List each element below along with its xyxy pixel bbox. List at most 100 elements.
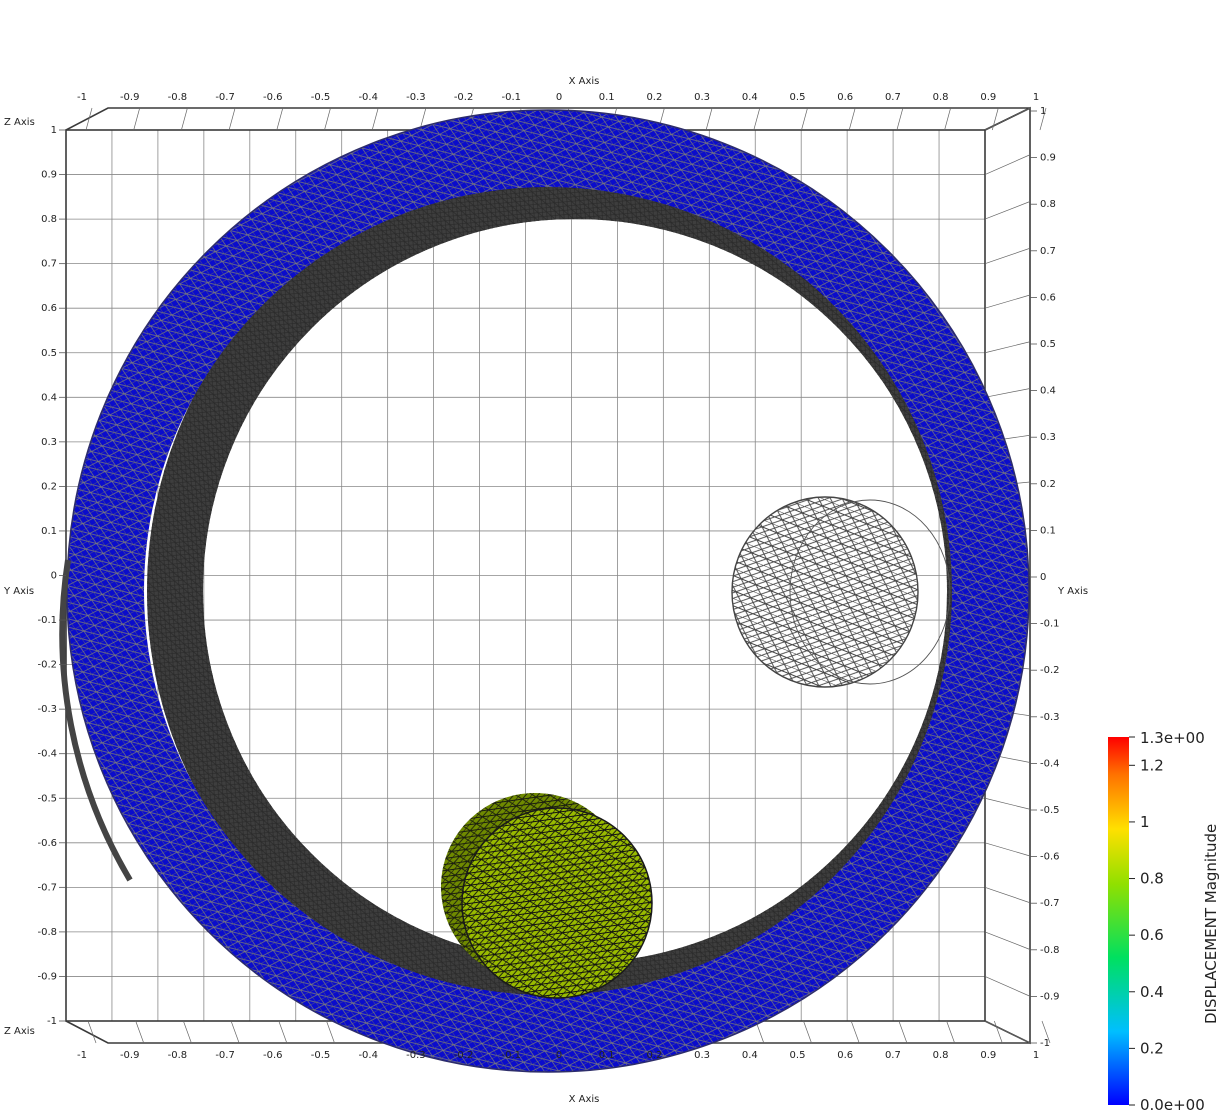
y-tick-label: 0.6	[1040, 292, 1056, 303]
z-tick-label: 0.2	[41, 481, 57, 492]
x-tick-label-top: 1	[1033, 92, 1039, 103]
z-tick-label: -0.5	[37, 793, 57, 804]
x-tick-label-top: 0.6	[837, 92, 853, 103]
z-axis-left-ticks: 1 0.9 0.8 0.7 0.6 0.5 0.4 0.3 0.2 0.1 0 -0.1 -0.2 -0.…	[37, 125, 66, 1027]
z-tick-label: -0.4	[37, 749, 57, 760]
x-axis-title-bottom: X Axis	[569, 1094, 600, 1105]
x-tick-label-top: -0.5	[311, 92, 331, 103]
y-tick-label: -0.8	[1040, 945, 1060, 956]
z-tick-label: 0.1	[41, 526, 57, 537]
y-axis-right-ticks: 1 0.9 0.8 0.7 0.6 0.5 0.4 0.3 0.2 0.1 0 -0.1 -0.2 -0.…	[1030, 106, 1060, 1049]
x-tick-label-bottom: -1	[77, 1050, 87, 1061]
x-tick-label-top: -0.1	[502, 92, 522, 103]
color-bar-max-label: 1.3e+00	[1140, 729, 1205, 747]
x-tick-label-bottom: 0	[556, 1050, 562, 1061]
color-bar-ticks: 1.2 1 0.8 0.6 0.4 0.2	[1129, 736, 1164, 1106]
x-tick-label-bottom: -0.1	[502, 1050, 522, 1061]
x-tick-label-top: 0.1	[599, 92, 615, 103]
color-bar-min-label: 0.0e+00	[1140, 1096, 1205, 1114]
color-legend: 1.2 1 0.8 0.6 0.4 0.2 1.3e+00 0.0e+00 DISPLAC…	[1108, 729, 1220, 1114]
x-tick-label-top: -1	[77, 92, 87, 103]
x-tick-label-bottom: -0.5	[311, 1050, 331, 1061]
y-tick-label: 0.9	[1040, 153, 1056, 164]
color-bar-tick-label: 0.8	[1140, 870, 1164, 888]
x-tick-label-bottom: -0.2	[454, 1050, 474, 1061]
z-tick-label: -1	[47, 1016, 57, 1027]
x-tick-label-top: -0.4	[358, 92, 378, 103]
y-tick-label: 0	[1040, 572, 1046, 583]
y-tick-label: -0.7	[1040, 898, 1060, 909]
x-tick-label-top: -0.8	[168, 92, 188, 103]
y-tick-label: -0.3	[1040, 712, 1060, 723]
color-bar-tick-label: 1	[1140, 813, 1150, 831]
z-tick-label: 0.4	[41, 392, 57, 403]
z-tick-label: 1	[51, 125, 57, 136]
y-tick-label: -0.9	[1040, 991, 1060, 1002]
x-tick-label-top: 0.2	[646, 92, 662, 103]
x-axis-title-top: X Axis	[569, 76, 600, 87]
x-tick-label-top: 0.5	[790, 92, 806, 103]
color-bar-tick-label: 0.4	[1140, 983, 1164, 1001]
z-tick-label: 0	[51, 571, 57, 582]
color-bar-tick-label: 0.2	[1140, 1039, 1164, 1057]
z-tick-label: -0.8	[37, 927, 57, 938]
x-tick-label-top: -0.7	[215, 92, 235, 103]
y-tick-label: 0.4	[1040, 386, 1056, 397]
z-tick-label: -0.3	[37, 704, 57, 715]
x-tick-label-bottom: 0.1	[599, 1050, 615, 1061]
y-tick-label: -0.4	[1040, 758, 1060, 769]
z-tick-label: -0.7	[37, 882, 57, 893]
x-tick-label-bottom: -0.4	[358, 1050, 378, 1061]
x-tick-label-bottom: 0.4	[742, 1050, 758, 1061]
x-tick-label-top: -0.9	[120, 92, 140, 103]
z-tick-label: 0.3	[41, 437, 57, 448]
solid-sphere	[441, 793, 653, 999]
color-bar-title: DISPLACEMENT Magnitude	[1202, 824, 1220, 1024]
x-tick-label-top: 0.3	[694, 92, 710, 103]
x-tick-label-bottom: 0.3	[694, 1050, 710, 1061]
x-tick-label-top: 0.7	[885, 92, 901, 103]
y-tick-label: 0.2	[1040, 479, 1056, 490]
x-tick-label-bottom: -0.7	[215, 1050, 235, 1061]
x-tick-label-bottom: 0.8	[933, 1050, 949, 1061]
y-tick-label: -1	[1040, 1038, 1050, 1049]
y-axis-title-right: Y Axis	[1057, 586, 1088, 597]
x-tick-label-bottom: -0.8	[168, 1050, 188, 1061]
y-tick-label: -0.2	[1040, 665, 1060, 676]
z-tick-label: 0.6	[41, 303, 57, 314]
x-tick-label-bottom: -0.3	[406, 1050, 426, 1061]
x-tick-label-bottom: -0.6	[263, 1050, 283, 1061]
color-bar-tick-label: 1.2	[1140, 756, 1164, 774]
y-axis-title-left: Y Axis	[3, 586, 34, 597]
x-tick-label-top: 0.4	[742, 92, 758, 103]
x-tick-label-top: 0.8	[933, 92, 949, 103]
x-tick-label-bottom: 1	[1033, 1050, 1039, 1061]
y-tick-label: 0.7	[1040, 246, 1056, 257]
z-axis-title-bottom: Z Axis	[4, 1026, 35, 1037]
y-tick-label: 0.8	[1040, 199, 1056, 210]
color-bar	[1108, 737, 1129, 1105]
z-tick-label: 0.5	[41, 348, 57, 359]
x-tick-label-bottom: 0.5	[790, 1050, 806, 1061]
z-tick-label: -0.2	[37, 660, 57, 671]
x-tick-label-bottom: 0.2	[646, 1050, 662, 1061]
x-tick-label-top: 0.9	[980, 92, 996, 103]
x-axis-top-ticks: -1 -0.9 -0.8 -0.7 -0.6 -0.5 -0.4 -0.3 -0.2 -0.1 0 0…	[77, 92, 1039, 103]
z-tick-label: -0.9	[37, 971, 57, 982]
x-tick-label-top: -0.6	[263, 92, 283, 103]
z-tick-label: 0.7	[41, 259, 57, 270]
y-tick-label: 0.5	[1040, 339, 1056, 350]
x-axis-bottom-ticks: -1 -0.9 -0.8 -0.7 -0.6 -0.5 -0.4 -0.3 -0.2 -0.1 0 0…	[77, 1050, 1039, 1061]
y-tick-label: 0.1	[1040, 525, 1056, 536]
z-tick-label: 0.8	[41, 214, 57, 225]
x-tick-label-top: 0	[556, 92, 562, 103]
color-bar-tick-label: 0.6	[1140, 926, 1164, 944]
z-tick-label: -0.1	[37, 615, 57, 626]
x-tick-label-bottom: 0.6	[837, 1050, 853, 1061]
y-tick-label: -0.6	[1040, 852, 1060, 863]
y-tick-label: 1	[1040, 106, 1046, 117]
z-tick-label: 0.9	[41, 170, 57, 181]
x-tick-label-bottom: -0.9	[120, 1050, 140, 1061]
x-tick-label-bottom: 0.9	[980, 1050, 996, 1061]
